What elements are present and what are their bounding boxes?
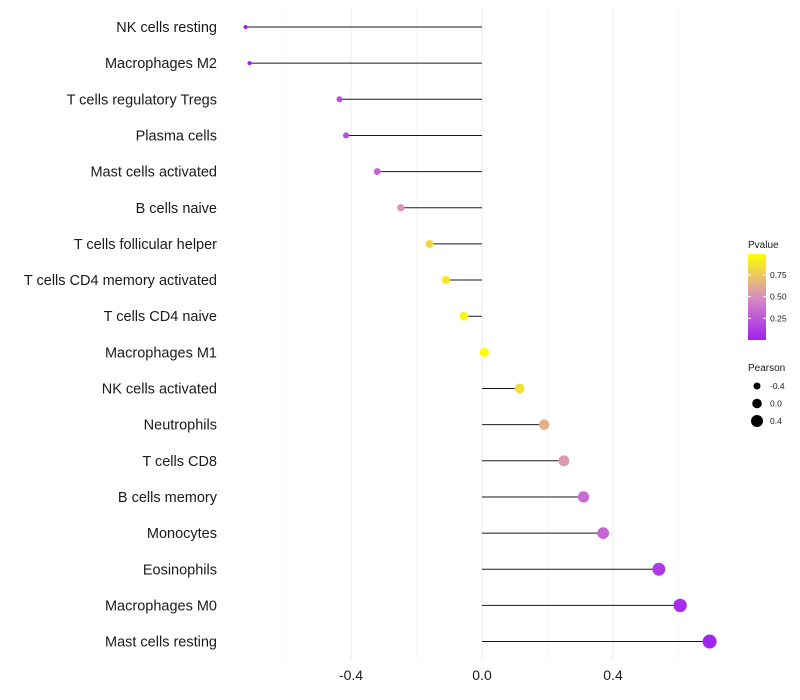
pearson-legend-label: 0.4 — [770, 416, 782, 426]
x-tick-label: 0.0 — [472, 667, 492, 683]
pearson-legend-title: Pearson — [748, 363, 785, 374]
pvalue-colorbar — [748, 254, 766, 340]
category-label: Monocytes — [147, 526, 217, 542]
x-axis-tick-labels: -0.4 0.0 0.4 — [339, 667, 623, 683]
category-label: T cells CD8 — [142, 454, 217, 470]
lollipop-point — [373, 168, 381, 176]
grid-layer — [285, 8, 679, 660]
pearson-legend-label: 0.0 — [770, 399, 782, 409]
category-label: T cells CD4 memory activated — [24, 273, 217, 289]
lollipop-point — [343, 132, 350, 139]
lollipop-point — [336, 96, 343, 103]
segments-layer — [245, 26, 710, 643]
lollipop-point — [577, 491, 590, 503]
pvalue-legend-ticks: 0.25 0.50 0.75 — [748, 270, 787, 323]
lollipop-point — [397, 204, 405, 212]
category-labels: NK cells resting Macrophages M2 T cells re… — [24, 20, 218, 651]
category-label: NK cells resting — [116, 20, 217, 36]
category-label: Macrophages M2 — [105, 56, 217, 72]
pvalue-legend-tick-label: 0.75 — [770, 270, 787, 280]
lollipop-point — [441, 275, 451, 285]
pearson-legend-key — [751, 415, 763, 427]
pearson-legend-key — [753, 382, 761, 390]
lollipop-point — [247, 61, 252, 66]
points-layer — [243, 25, 717, 649]
lollipop-point — [652, 562, 666, 576]
category-label: NK cells activated — [102, 382, 217, 398]
pvalue-legend: Pvalue 0.25 0.50 0.75 — [748, 240, 787, 340]
category-label: Plasma cells — [136, 128, 217, 144]
category-label: B cells memory — [118, 490, 218, 506]
category-label: Eosinophils — [143, 562, 217, 578]
category-label: T cells CD4 naive — [104, 309, 217, 325]
category-label: Mast cells activated — [90, 165, 217, 181]
pvalue-legend-title: Pvalue — [748, 240, 779, 251]
category-label: T cells regulatory Tregs — [67, 92, 217, 108]
lollipop-point — [243, 25, 248, 29]
category-label: B cells naive — [136, 201, 217, 217]
pearson-legend-key — [752, 398, 762, 409]
pearson-legend: Pearson -0.4 0.0 0.4 — [748, 363, 785, 427]
lollipop-point — [597, 527, 610, 539]
lollipop-point — [459, 311, 469, 321]
pvalue-legend-tick-label: 0.25 — [770, 313, 787, 323]
lollipop-point — [558, 455, 570, 467]
pvalue-legend-tick-label: 0.50 — [770, 292, 787, 302]
pearson-legend-label: -0.4 — [770, 381, 785, 391]
category-label: Macrophages M0 — [105, 598, 217, 614]
lollipop-point — [702, 634, 717, 649]
category-label: Mast cells resting — [105, 635, 217, 651]
lollipop-point — [425, 239, 434, 248]
category-label: Neutrophils — [144, 418, 217, 434]
x-tick-label: 0.4 — [603, 667, 623, 683]
category-label: Macrophages M1 — [105, 345, 217, 361]
x-tick-label: -0.4 — [339, 667, 363, 683]
lollipop-point — [514, 383, 525, 394]
category-label: T cells follicular helper — [74, 237, 217, 253]
lollipop-point — [539, 419, 550, 430]
pearson-legend-keys: -0.4 0.0 0.4 — [751, 381, 785, 427]
lollipop-point — [673, 598, 687, 613]
lollipop-point — [479, 347, 489, 357]
